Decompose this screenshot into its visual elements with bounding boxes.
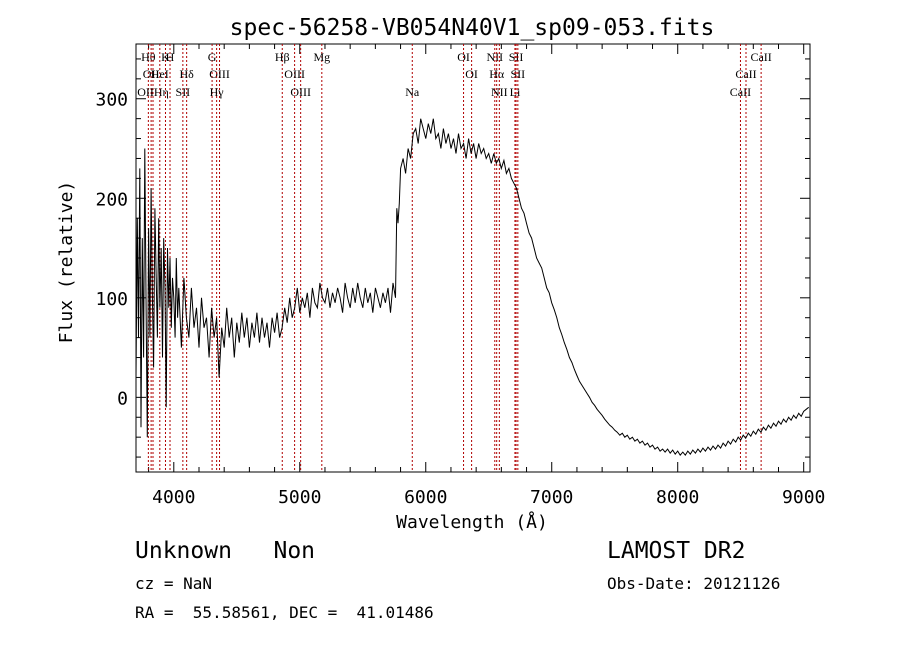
class-text: Unknown Non [135,538,316,564]
x-tick-label: 8000 [656,487,699,508]
line-marker-label: CaII [730,85,751,99]
line-marker-label: Li [510,85,521,99]
y-tick-label: 100 [95,289,128,310]
plot-frame [135,43,811,473]
line-marker-label: OIII [209,67,230,81]
line-markers: Hθ OII OIIHη HeI KH Hδ SII G OIII Hγ Hβ OIII OIII Mg N… [137,44,772,472]
y-tick-label: 0 [117,388,128,409]
plot-axes: 4000 5000 6000 7000 8000 9000 0 100 200 300 [95,43,825,508]
y-tick-label: 200 [95,189,128,210]
line-marker-label: K [161,50,170,64]
line-marker-label: Na [405,85,420,99]
line-marker-label: Hδ [179,67,194,81]
x-tick-label: 4000 [152,487,195,508]
y-tick-label: 300 [95,90,128,111]
x-tick-label: 9000 [782,487,825,508]
line-marker-label: Mg [313,50,330,64]
spectrum-series [135,118,810,456]
line-marker-label: OIII [290,85,311,99]
chart-title: spec-56258-VB054N40V1_sp09-053.fits [230,15,715,41]
line-marker-label: OI [465,67,478,81]
survey-label: LAMOST DR2 [607,538,746,564]
x-tick-label: 7000 [530,487,573,508]
line-marker-label: CaII [735,67,756,81]
x-axis-label: Wavelength (Å) [396,511,548,533]
spectrum-line [135,118,810,456]
line-marker-label: Hγ [210,85,225,99]
line-marker-label: NII [491,85,508,99]
line-marker-label: CaII [750,50,771,64]
cz-value: cz = NaN [135,574,213,593]
line-marker-label: OIIHη [137,85,169,99]
line-marker-label: OI [457,50,470,64]
line-marker-label: SII [509,50,524,64]
x-tick-label: 6000 [404,487,447,508]
line-marker-label: Hα [489,67,505,81]
line-marker-label: SII [176,85,191,99]
line-marker-label: HeI [151,67,169,81]
line-marker-label: H [166,50,175,64]
x-tick-label: 5000 [278,487,321,508]
line-marker-label: Hβ [275,50,290,64]
line-marker-label: SII [511,67,526,81]
line-marker-label: OII [143,67,160,81]
line-marker-label: NII [486,50,503,64]
obs-date: Obs-Date: 20121126 [607,574,781,593]
y-axis-label: Flux (relative) [56,181,77,344]
line-marker-label: OIII [284,67,305,81]
line-marker-label: Hθ [141,50,156,64]
ra-dec: RA = 55.58561, DEC = 41.01486 [135,603,434,622]
line-marker-label: G [208,50,217,64]
